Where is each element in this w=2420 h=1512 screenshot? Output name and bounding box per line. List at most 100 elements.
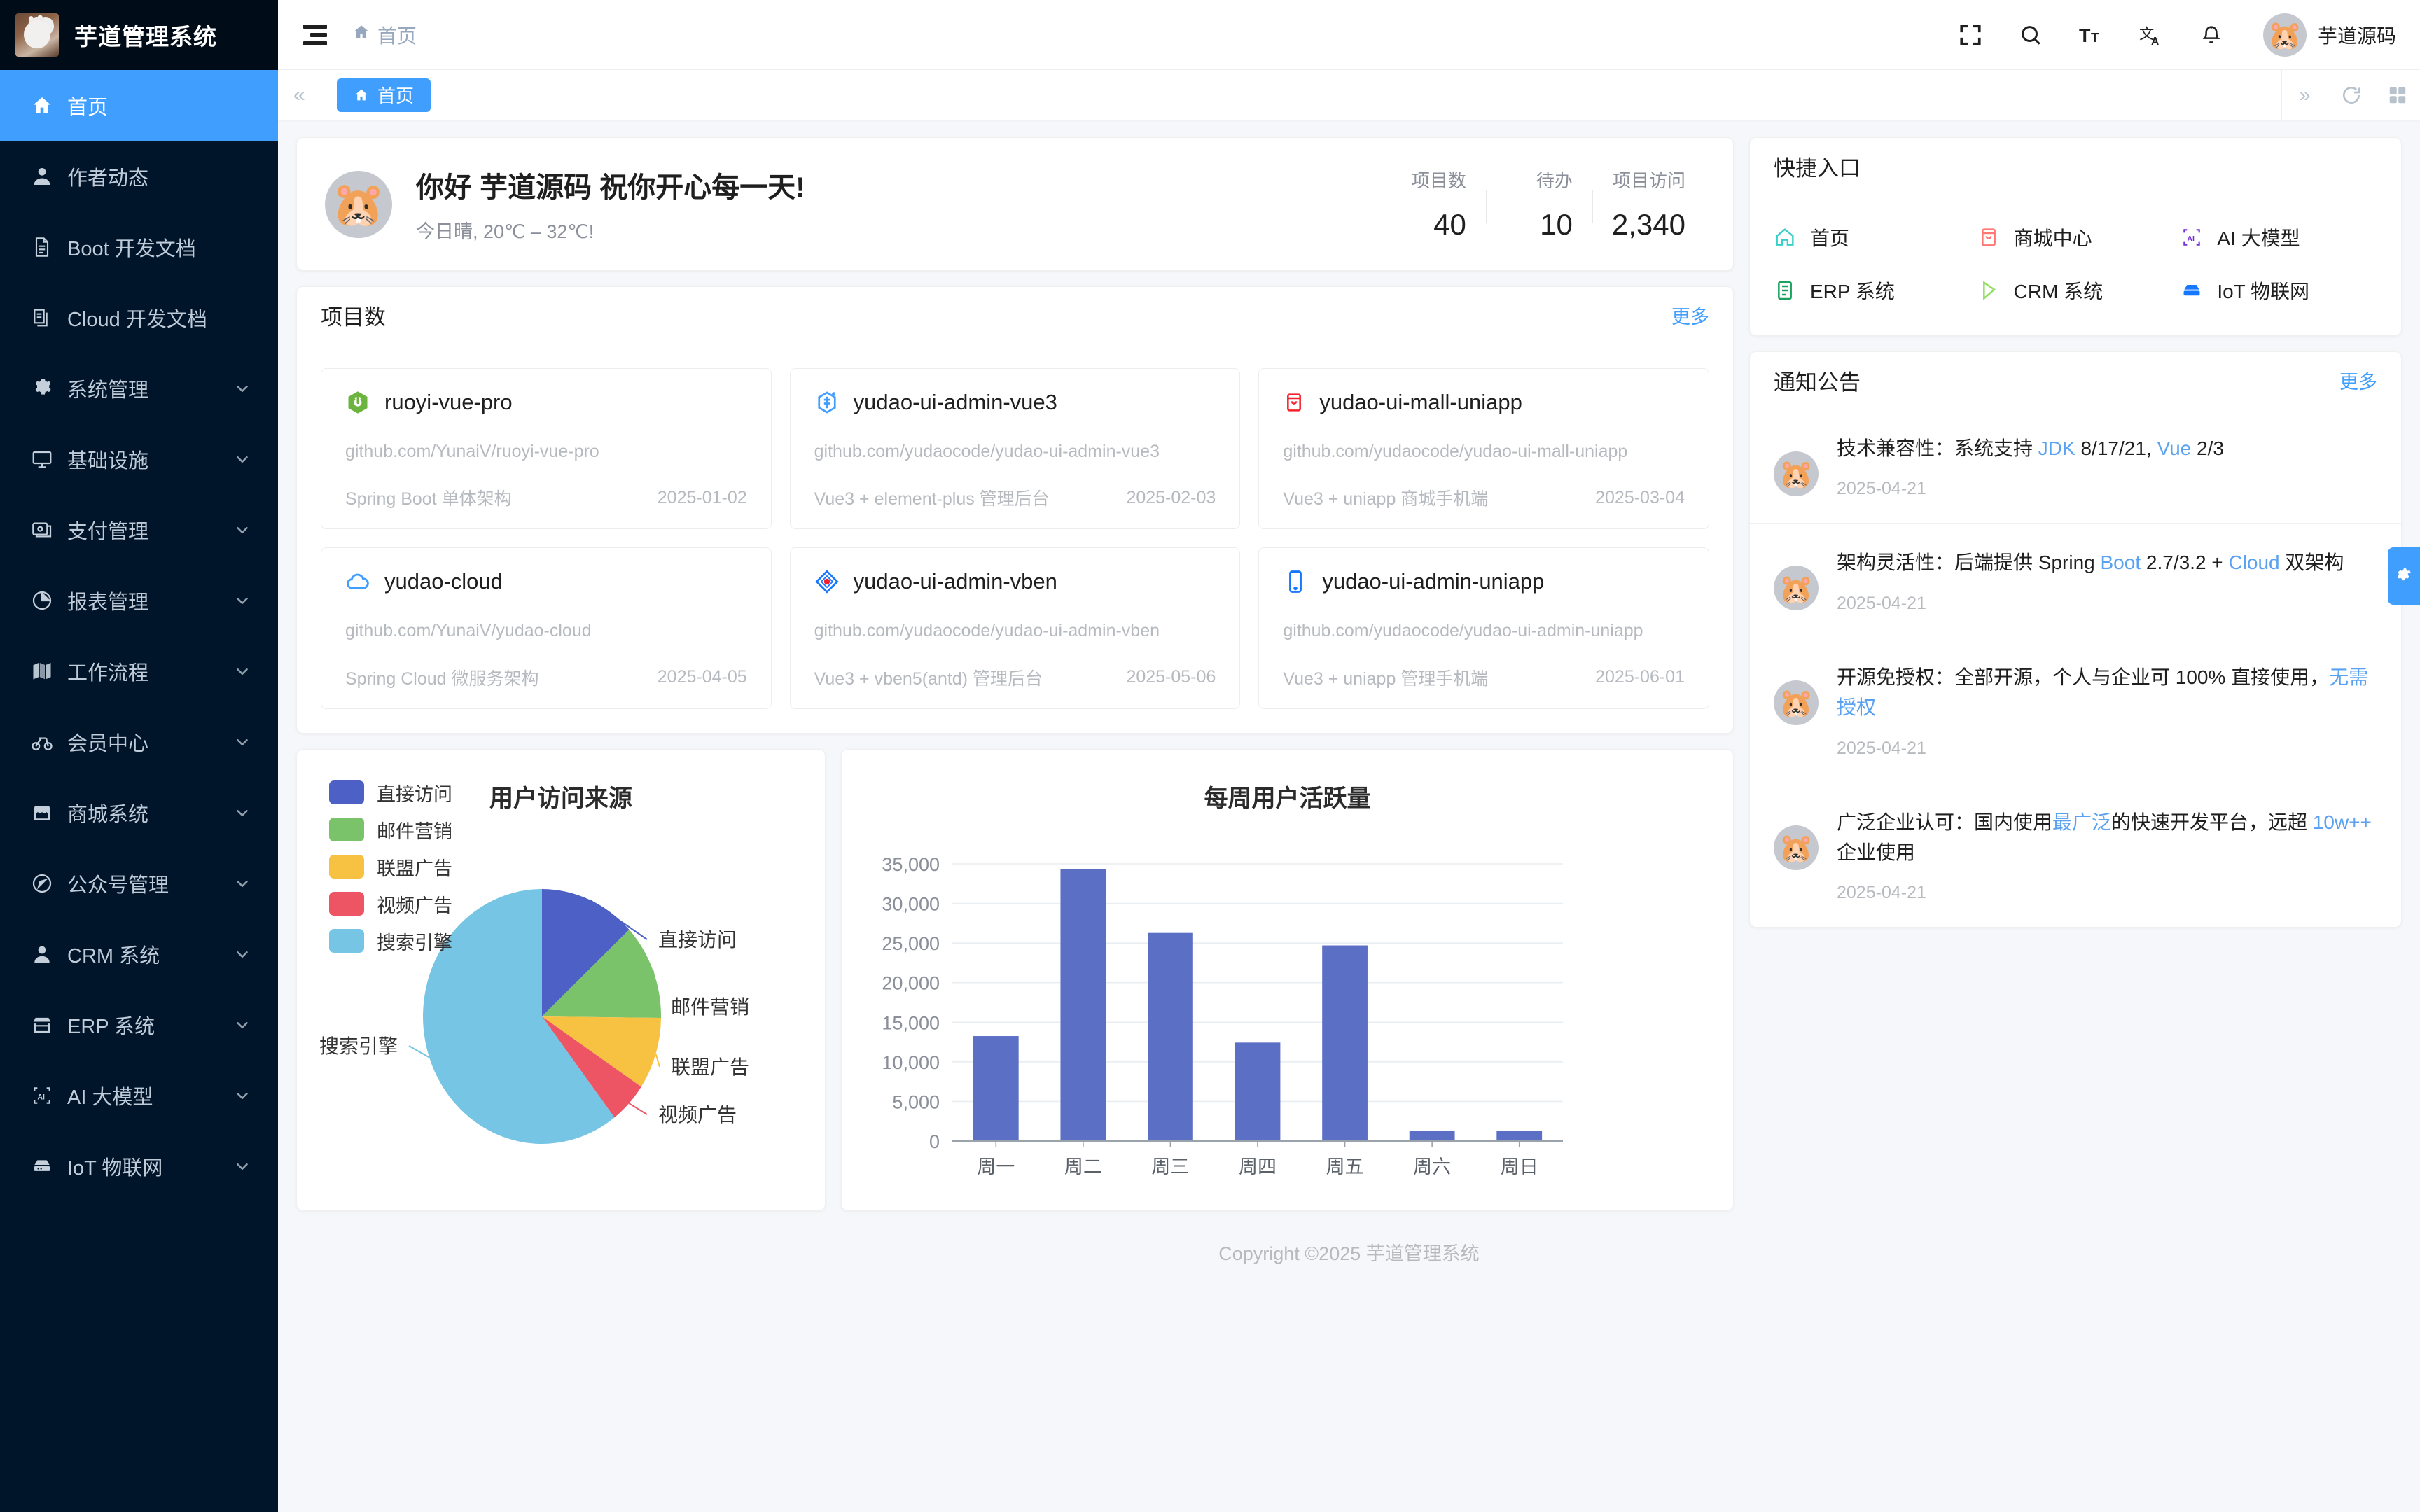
sidebar-item-10[interactable]: 会员中心 bbox=[0, 706, 278, 777]
sidebar-item-9[interactable]: 工作流程 bbox=[0, 636, 278, 706]
hamburger-collapse-icon[interactable] bbox=[303, 24, 327, 46]
refresh-icon[interactable] bbox=[2328, 69, 2374, 120]
sidebar-item-16[interactable]: IoT 物联网 bbox=[0, 1130, 278, 1201]
quick-entry-item-1[interactable]: 首页 bbox=[1774, 223, 1970, 251]
rabbit-logo-icon bbox=[15, 13, 59, 57]
sidebar-item-4[interactable]: Cloud 开发文档 bbox=[0, 282, 278, 353]
pie-slice-4[interactable] bbox=[542, 1016, 641, 1117]
user-menu[interactable]: 🐹 芋道源码 bbox=[2262, 13, 2396, 57]
legend-label: 直接访问 bbox=[377, 783, 452, 805]
projects-more-link[interactable]: 更多 bbox=[1671, 307, 1709, 328]
project-card-1[interactable]: ruoyi-vue-pro github.com/YunaiV/ruoyi-vue… bbox=[321, 368, 772, 530]
sidebar-item-6[interactable]: 基础设施 bbox=[0, 424, 278, 494]
fullscreen-icon[interactable] bbox=[1956, 21, 1984, 49]
project-card-6[interactable]: yudao-ui-admin-uniapp github.com/yudaocod… bbox=[1258, 547, 1709, 709]
pie-legend-item-4[interactable]: 视频广告 bbox=[329, 890, 452, 918]
sidebar-item-1[interactable]: 首页 bbox=[0, 70, 278, 141]
pie-slice-5[interactable] bbox=[423, 888, 615, 1144]
pie-legend-item-2[interactable]: 邮件营销 bbox=[329, 816, 452, 844]
sidebar-item-3[interactable]: Boot 开发文档 bbox=[0, 211, 278, 282]
left-column: 🐹 你好 芋道源码 祝你开心每一天! 今日晴, 20℃ – 32℃! 项目数 40… bbox=[296, 137, 1734, 1211]
svg-text:文: 文 bbox=[2139, 25, 2154, 43]
x-tick-5: 周五 bbox=[1326, 1156, 1364, 1177]
project-date: 2025-02-03 bbox=[1126, 487, 1216, 507]
pie-legend-item-3[interactable]: 联盟广告 bbox=[329, 853, 452, 881]
notice-item-3[interactable]: 🐹 开源免授权：全部开源，个人与企业可 100% 直接使用，无需授权 2025-04… bbox=[1750, 638, 2401, 783]
quick-entry-item-3[interactable]: AI AI 大模型 bbox=[2181, 223, 2377, 251]
crm-icon bbox=[1977, 279, 2001, 302]
pie-slice-2[interactable] bbox=[542, 929, 661, 1018]
bar-2[interactable] bbox=[1060, 868, 1106, 1141]
bar-5[interactable] bbox=[1322, 945, 1368, 1141]
stat-item-1: 项目数 40 bbox=[1379, 167, 1486, 241]
sidebar-item-8[interactable]: 报表管理 bbox=[0, 565, 278, 636]
pie-legend-item-1[interactable]: 直接访问 bbox=[329, 779, 452, 806]
bar-1[interactable] bbox=[973, 1035, 1019, 1141]
notice-item-2[interactable]: 🐹 架构灵活性：后端提供 Spring Boot 2.7/3.2 + Cloud … bbox=[1750, 524, 2401, 638]
project-card-3[interactable]: yudao-ui-mall-uniapp github.com/yudaocode… bbox=[1258, 368, 1709, 530]
sidebar-item-label: 商城系统 bbox=[67, 803, 149, 826]
notices-more-link[interactable]: 更多 bbox=[2339, 372, 2377, 393]
bar-4[interactable] bbox=[1235, 1042, 1281, 1141]
sidebar-item-5[interactable]: 系统管理 bbox=[0, 353, 278, 424]
notice-text: 技术兼容性：系统支持 JDK 8/17/21, Vue 2/3 bbox=[1837, 438, 2224, 459]
tag-item-1[interactable]: 首页 bbox=[337, 78, 431, 112]
sidebar-item-2[interactable]: 作者动态 bbox=[0, 141, 278, 211]
bar-6[interactable] bbox=[1409, 1130, 1455, 1141]
quick-entry-item-2[interactable]: 商城中心 bbox=[1977, 223, 2174, 251]
bar-chart-svg[interactable]: 0 5,000 10,000 15,000 20,000 25,000 30,000 35,0… bbox=[856, 813, 1584, 1205]
chevron-down-icon[interactable] bbox=[233, 733, 251, 751]
pie-leader-3 bbox=[655, 1053, 660, 1067]
bar-7[interactable] bbox=[1496, 1130, 1543, 1141]
sidebar-item-label: ERP 系统 bbox=[67, 1015, 155, 1038]
search-icon[interactable] bbox=[2017, 21, 2045, 49]
pie-legend-item-5[interactable]: 搜索引擎 bbox=[329, 927, 452, 955]
chevron-down-icon[interactable] bbox=[233, 662, 251, 680]
double-chevron-right-icon[interactable]: » bbox=[2281, 69, 2328, 120]
sidebar-item-11[interactable]: 商城系统 bbox=[0, 777, 278, 848]
pie-slice-1[interactable] bbox=[542, 888, 630, 1016]
compass-icon bbox=[31, 872, 62, 895]
sidebar-item-7[interactable]: 支付管理 bbox=[0, 494, 278, 565]
grid-layout-icon[interactable] bbox=[2374, 69, 2420, 120]
chevron-down-icon[interactable] bbox=[233, 521, 251, 539]
chevron-down-icon[interactable] bbox=[233, 804, 251, 822]
project-head: yudao-ui-admin-vue3 bbox=[814, 390, 1216, 415]
sidebar-item-14[interactable]: ERP 系统 bbox=[0, 989, 278, 1060]
sidebar-item-12[interactable]: 公众号管理 bbox=[0, 848, 278, 918]
brand-logo[interactable]: 芋道管理系统 bbox=[0, 0, 278, 70]
project-card-2[interactable]: yudao-ui-admin-vue3 github.com/yudaocode/… bbox=[789, 368, 1241, 530]
settings-drawer-toggle[interactable] bbox=[2388, 547, 2420, 605]
project-card-5[interactable]: yudao-ui-admin-vben github.com/yudaocode/… bbox=[789, 547, 1241, 709]
quick-entry-item-4[interactable]: ERP 系统 bbox=[1774, 276, 1970, 304]
chevron-down-icon[interactable] bbox=[233, 874, 251, 892]
sidebar-item-label: AI 大模型 bbox=[67, 1086, 153, 1109]
project-card-4[interactable]: yudao-cloud github.com/YunaiV/yudao-cloud… bbox=[321, 547, 772, 709]
chevron-down-icon[interactable] bbox=[233, 1086, 251, 1105]
notice-item-1[interactable]: 🐹 技术兼容性：系统支持 JDK 8/17/21, Vue 2/3 2025-04-… bbox=[1750, 410, 2401, 524]
chevron-down-icon[interactable] bbox=[233, 450, 251, 468]
notice-item-4[interactable]: 🐹 广泛企业认可：国内使用最广泛的快速开发平台，远超 10w++ 企业使用 2025… bbox=[1750, 783, 2401, 927]
quick-entry-item-5[interactable]: CRM 系统 bbox=[1977, 276, 2174, 304]
shop-icon bbox=[31, 802, 62, 824]
quick-entry-item-6[interactable]: IoT 物联网 bbox=[2181, 276, 2377, 304]
bell-icon[interactable] bbox=[2197, 21, 2225, 49]
bar-chart-card: 每周用户活跃量 0 5,000 10,000 15,000 20,000 25,000 30… bbox=[841, 748, 1734, 1211]
chevron-down-icon[interactable] bbox=[233, 1157, 251, 1175]
sidebar-item-13[interactable]: CRM 系统 bbox=[0, 918, 278, 989]
chevron-down-icon[interactable] bbox=[233, 1016, 251, 1034]
quick-entry-label: 商城中心 bbox=[2013, 227, 2092, 249]
double-chevron-left-icon[interactable]: « bbox=[278, 69, 321, 120]
bar-3[interactable] bbox=[1148, 932, 1193, 1141]
home-icon bbox=[354, 88, 369, 103]
gear-icon bbox=[31, 377, 62, 400]
sidebar-item-15[interactable]: AI AI 大模型 bbox=[0, 1060, 278, 1130]
chevron-down-icon[interactable] bbox=[233, 379, 251, 398]
pie-slice-3[interactable] bbox=[542, 1016, 661, 1086]
chevron-down-icon[interactable] bbox=[233, 592, 251, 610]
chevron-down-icon[interactable] bbox=[233, 945, 251, 963]
